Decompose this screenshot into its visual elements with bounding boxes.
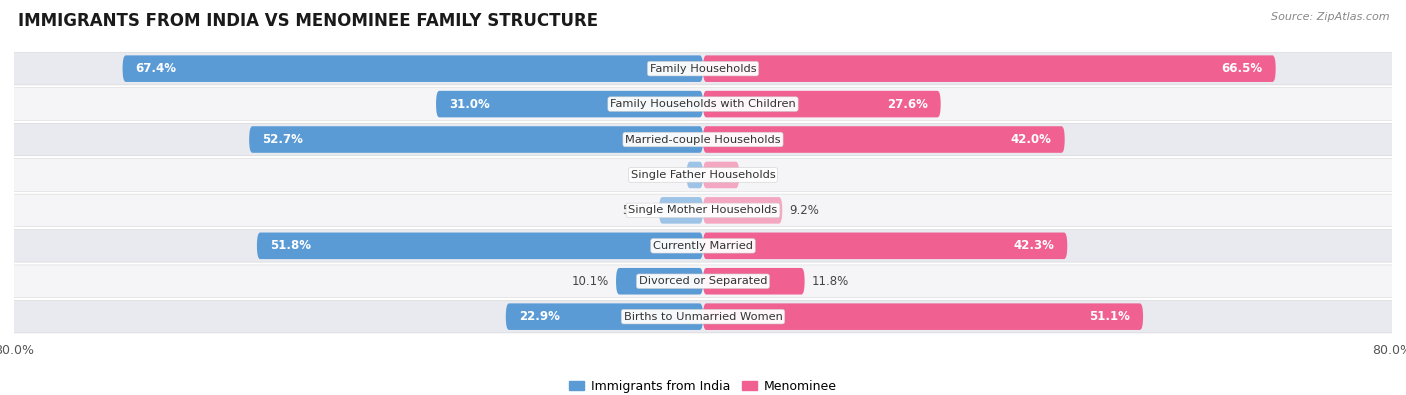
FancyBboxPatch shape: [616, 268, 703, 295]
Legend: Immigrants from India, Menominee: Immigrants from India, Menominee: [564, 375, 842, 395]
Text: 11.8%: 11.8%: [811, 275, 849, 288]
Text: IMMIGRANTS FROM INDIA VS MENOMINEE FAMILY STRUCTURE: IMMIGRANTS FROM INDIA VS MENOMINEE FAMIL…: [18, 12, 599, 30]
Text: 4.2%: 4.2%: [747, 168, 776, 181]
Text: 51.1%: 51.1%: [1090, 310, 1130, 323]
FancyBboxPatch shape: [0, 265, 1406, 297]
Text: Single Mother Households: Single Mother Households: [628, 205, 778, 215]
Text: Currently Married: Currently Married: [652, 241, 754, 251]
FancyBboxPatch shape: [0, 229, 1406, 262]
Text: 22.9%: 22.9%: [519, 310, 560, 323]
Text: 27.6%: 27.6%: [887, 98, 928, 111]
FancyBboxPatch shape: [703, 197, 782, 224]
Text: 10.1%: 10.1%: [572, 275, 609, 288]
Text: Family Households: Family Households: [650, 64, 756, 73]
Text: 42.0%: 42.0%: [1011, 133, 1052, 146]
FancyBboxPatch shape: [686, 162, 703, 188]
Text: 51.8%: 51.8%: [270, 239, 311, 252]
FancyBboxPatch shape: [703, 126, 1064, 153]
FancyBboxPatch shape: [659, 197, 703, 224]
Text: 9.2%: 9.2%: [789, 204, 818, 217]
Text: Single Father Households: Single Father Households: [631, 170, 775, 180]
FancyBboxPatch shape: [0, 159, 1406, 191]
Text: 66.5%: 66.5%: [1222, 62, 1263, 75]
FancyBboxPatch shape: [703, 268, 804, 295]
FancyBboxPatch shape: [0, 88, 1406, 120]
FancyBboxPatch shape: [703, 162, 740, 188]
FancyBboxPatch shape: [703, 233, 1067, 259]
FancyBboxPatch shape: [122, 55, 703, 82]
Text: 5.1%: 5.1%: [623, 204, 652, 217]
FancyBboxPatch shape: [703, 55, 1275, 82]
Text: 52.7%: 52.7%: [262, 133, 302, 146]
Text: Divorced or Separated: Divorced or Separated: [638, 276, 768, 286]
Text: Source: ZipAtlas.com: Source: ZipAtlas.com: [1271, 12, 1389, 22]
Text: 31.0%: 31.0%: [449, 98, 489, 111]
FancyBboxPatch shape: [0, 194, 1406, 227]
FancyBboxPatch shape: [506, 303, 703, 330]
Text: Births to Unmarried Women: Births to Unmarried Women: [624, 312, 782, 322]
FancyBboxPatch shape: [0, 123, 1406, 156]
FancyBboxPatch shape: [0, 53, 1406, 85]
FancyBboxPatch shape: [703, 303, 1143, 330]
Text: Family Households with Children: Family Households with Children: [610, 99, 796, 109]
Text: 67.4%: 67.4%: [135, 62, 177, 75]
FancyBboxPatch shape: [0, 300, 1406, 333]
Text: Married-couple Households: Married-couple Households: [626, 135, 780, 145]
FancyBboxPatch shape: [257, 233, 703, 259]
Text: 1.9%: 1.9%: [650, 168, 679, 181]
FancyBboxPatch shape: [436, 91, 703, 117]
FancyBboxPatch shape: [703, 91, 941, 117]
Text: 42.3%: 42.3%: [1014, 239, 1054, 252]
FancyBboxPatch shape: [249, 126, 703, 153]
